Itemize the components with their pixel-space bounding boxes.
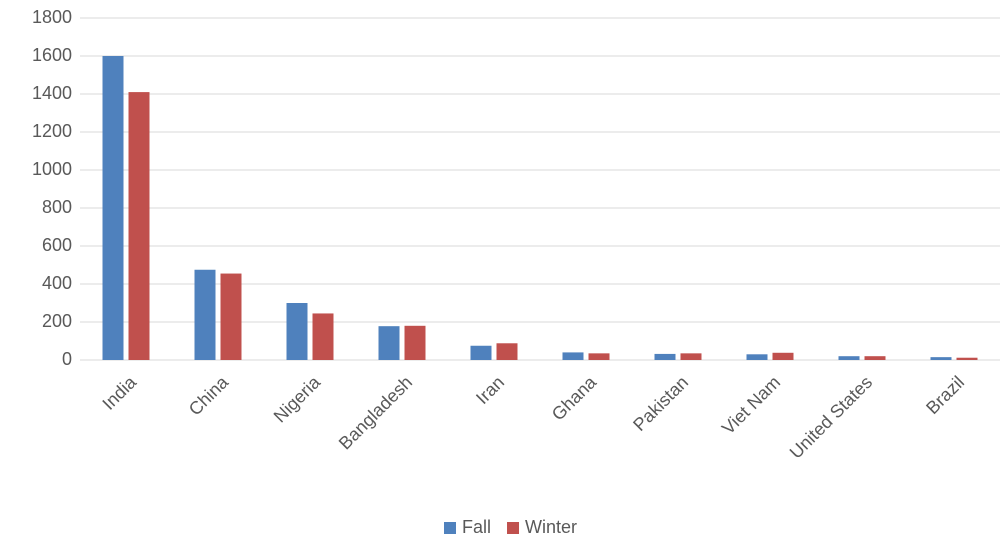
x-tick-label: Bangladesh <box>335 372 416 453</box>
legend-swatch <box>507 522 520 534</box>
bar <box>312 313 334 360</box>
y-tick-label: 200 <box>42 311 72 331</box>
bar <box>956 357 978 360</box>
bar <box>128 92 150 360</box>
y-tick-label: 800 <box>42 197 72 217</box>
x-tick-label: China <box>185 371 233 419</box>
legend-label: Fall <box>462 517 491 537</box>
bar <box>194 269 216 360</box>
bar <box>838 356 860 360</box>
y-tick-label: 0 <box>62 349 72 369</box>
y-tick-label: 600 <box>42 235 72 255</box>
y-tick-label: 1000 <box>32 159 72 179</box>
x-tick-label: Ghana <box>548 371 601 424</box>
bar <box>680 353 702 360</box>
bar <box>220 273 242 360</box>
x-tick-label: Iran <box>472 372 508 408</box>
x-tick-label: Viet Nam <box>718 372 784 438</box>
bar <box>746 354 768 360</box>
bar <box>102 56 124 360</box>
x-tick-label: Nigeria <box>270 371 325 426</box>
y-tick-label: 1600 <box>32 45 72 65</box>
legend-label: Winter <box>525 517 577 537</box>
bar <box>404 325 426 360</box>
y-tick-label: 1400 <box>32 83 72 103</box>
bar <box>378 326 400 360</box>
bar <box>930 357 952 360</box>
bar <box>470 345 492 360</box>
x-tick-label: India <box>98 371 140 413</box>
x-tick-label: Pakistan <box>629 372 692 435</box>
x-tick-label: United States <box>786 372 877 463</box>
bar <box>864 356 886 360</box>
x-tick-label: Brazil <box>922 372 968 418</box>
bar <box>772 352 794 360</box>
bar <box>588 353 610 360</box>
legend-swatch <box>444 522 456 534</box>
y-tick-label: 400 <box>42 273 72 293</box>
bar <box>496 343 518 360</box>
bar <box>286 303 308 360</box>
y-tick-label: 1200 <box>32 121 72 141</box>
bar <box>654 353 676 360</box>
bar <box>562 352 584 360</box>
y-tick-label: 1800 <box>32 7 72 27</box>
